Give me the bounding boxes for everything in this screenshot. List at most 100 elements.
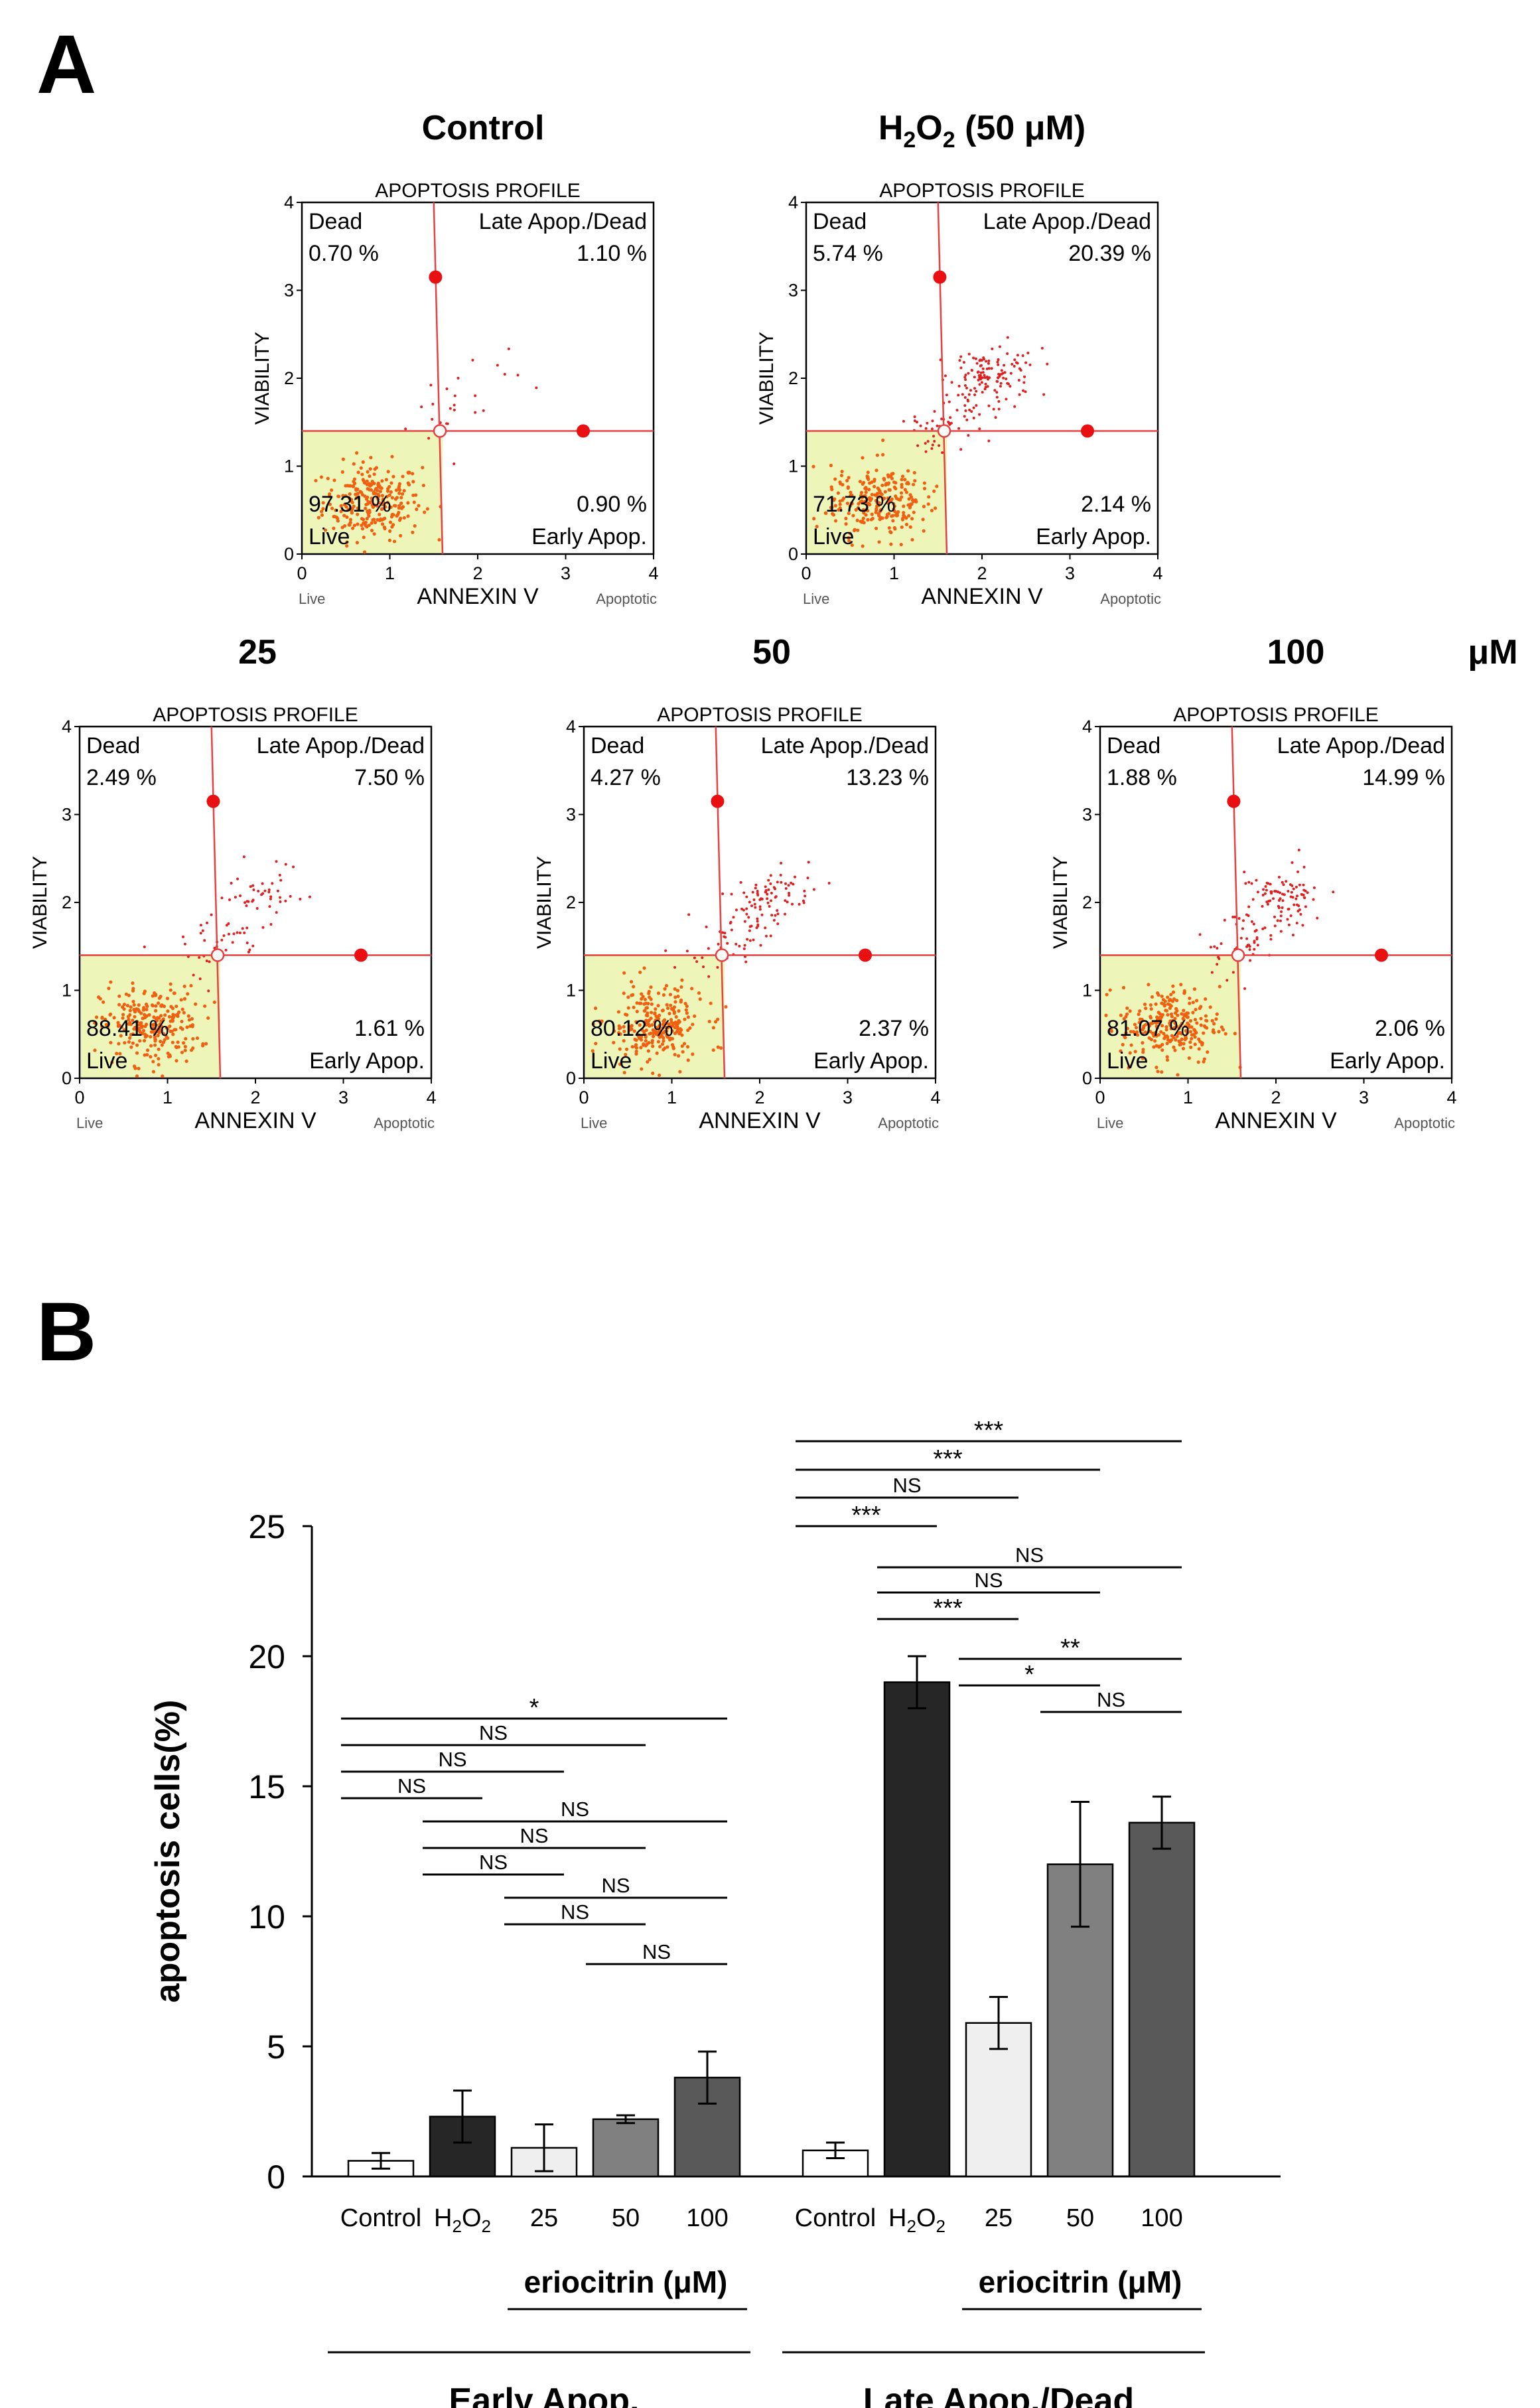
live-event-dot [378, 512, 382, 516]
flow-plot-h2o2: 00 1 1 2 2 3 3 4 4 APOPTOSIS PROFILE Dead 5.74 % Lat… [756, 180, 1163, 609]
late-event-dot [751, 890, 754, 894]
category-label: 100 [1141, 2204, 1182, 2232]
live-event-dot [1194, 999, 1199, 1003]
scatter-event-dot [786, 900, 789, 904]
late-event-dot [766, 892, 769, 896]
live-event-dot [1169, 1038, 1174, 1042]
live-event-dot [1174, 1007, 1178, 1011]
scatter-event-dot [205, 959, 208, 963]
y-tick-label: 3 [566, 805, 576, 825]
scatter-event-dot [721, 931, 725, 934]
scatter-event-dot [717, 942, 720, 946]
live-event-dot [644, 1035, 648, 1039]
scatter-event-dot [243, 931, 246, 934]
scatter-event-dot [1233, 915, 1237, 918]
live-event-dot [1155, 1034, 1158, 1038]
scatter-event-dot [1316, 916, 1319, 920]
scatter-event-dot [1216, 963, 1219, 966]
live-event-dot [350, 526, 355, 530]
x-tick-label: 0 [1095, 1088, 1105, 1107]
late-event-dot [1244, 882, 1247, 885]
scatter-event-dot [1304, 905, 1307, 908]
live-event-dot [129, 1023, 133, 1027]
gate-handle-right [859, 948, 872, 962]
dead-percent: 0.70 % [309, 241, 379, 266]
live-event-dot [716, 1017, 720, 1021]
late-event-dot [779, 873, 782, 877]
scatter-event-dot [1261, 927, 1265, 930]
late-event-dot [769, 899, 772, 902]
scatter-event-dot [1005, 397, 1008, 401]
live-event-dot [141, 1024, 145, 1028]
live-event-dot [649, 997, 653, 1001]
live-event-dot [859, 494, 863, 498]
live-event-dot [93, 1021, 97, 1025]
live-event-dot [362, 550, 367, 554]
scatter-event-dot [1216, 947, 1219, 950]
late-event-dot [1273, 915, 1276, 918]
live-event-dot [122, 1007, 126, 1011]
live-event-dot [911, 482, 916, 486]
scatter-event-dot [1295, 897, 1298, 900]
late-event-dot [784, 887, 788, 890]
live-event-dot [1212, 1022, 1216, 1026]
scatter-event-dot [1007, 382, 1010, 386]
scatter-event-dot [1040, 346, 1044, 350]
category-label: H2O2 [434, 2204, 491, 2236]
y-tick-label: 4 [62, 717, 72, 737]
live-event-dot [626, 995, 630, 999]
live-event-dot [362, 535, 366, 539]
live-event-dot [667, 1022, 671, 1026]
late-event-dot [802, 901, 805, 904]
scatter-event-dot [970, 410, 973, 413]
live-event-dot [912, 470, 916, 475]
live-event-dot [642, 1009, 646, 1013]
live-event-dot [182, 984, 186, 989]
live-event-dot [812, 516, 816, 521]
scatter-event-dot [208, 960, 211, 963]
live-event-dot [676, 995, 680, 999]
scatter-event-dot [747, 916, 750, 919]
scatter-event-dot [974, 357, 977, 360]
scatter-event-dot [213, 946, 216, 950]
live-event-dot [618, 1026, 622, 1030]
scatter-event-dot [453, 403, 456, 407]
live-event-dot [188, 1024, 192, 1028]
live-event-dot [850, 543, 854, 547]
live-event-dot [622, 971, 626, 975]
live-event-dot [411, 480, 415, 484]
live-event-dot [381, 497, 385, 502]
live-label: Live [86, 1048, 127, 1074]
live-event-dot [102, 1000, 105, 1004]
scatter-event-dot [242, 855, 245, 859]
live-event-dot [1125, 1012, 1129, 1016]
scatter-event-dot [1237, 917, 1241, 920]
live-event-dot [392, 539, 397, 543]
live-event-dot [1149, 1003, 1153, 1007]
x-tick-label: 1 [667, 1088, 677, 1107]
live-event-dot [386, 470, 390, 474]
late-event-dot [1281, 899, 1285, 902]
live-event-dot [369, 488, 373, 492]
live-event-dot [878, 491, 882, 495]
live-event-dot [163, 1038, 167, 1042]
late-event-dot [981, 371, 985, 374]
live-event-dot [1168, 1006, 1172, 1011]
live-event-dot [907, 514, 911, 518]
late-event-dot [721, 892, 725, 895]
profile-title: APOPTOSIS PROFILE [375, 180, 581, 202]
scatter-event-dot [275, 911, 278, 914]
live-event-dot [593, 1006, 598, 1011]
scatter-event-dot [199, 932, 202, 935]
live-event-dot [831, 513, 836, 517]
significance-label: NS [642, 1940, 671, 1963]
live-event-dot [624, 1052, 628, 1057]
live-event-dot [314, 478, 318, 482]
scatter-event-dot [1295, 885, 1298, 888]
live-event-dot [345, 515, 349, 519]
live-event-dot [893, 527, 897, 531]
live-event-dot [632, 985, 636, 989]
live-event-dot [151, 994, 155, 998]
live-event-dot [655, 1051, 659, 1055]
live-event-dot [663, 987, 667, 991]
